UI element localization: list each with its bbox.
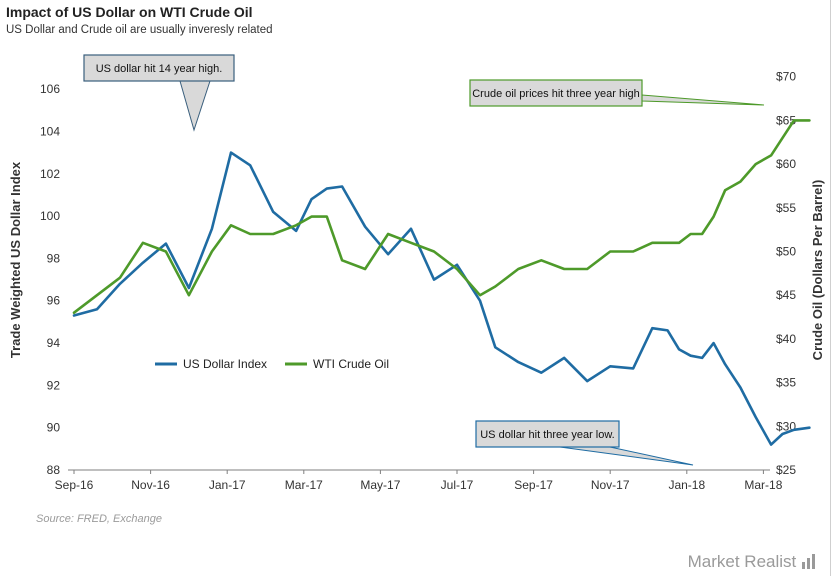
source-note: Source: FRED, Exchange — [36, 513, 162, 525]
left-tick-label: 88 — [47, 463, 61, 477]
left-tick-label: 100 — [40, 209, 60, 223]
right-tick-label: $55 — [776, 201, 796, 215]
legend: US Dollar Index WTI Crude Oil — [155, 357, 389, 371]
x-tick-label: Mar-17 — [285, 478, 323, 492]
chart-title: Impact of US Dollar on WTI Crude Oil — [6, 4, 253, 20]
right-tick-label: $35 — [776, 376, 796, 390]
x-tick-label: Jan-18 — [668, 478, 705, 492]
x-tick-label: May-17 — [360, 478, 400, 492]
right-tick-label: $60 — [776, 157, 796, 171]
brand-mark-icon — [802, 554, 815, 569]
annotations: US dollar hit 14 year high. Crude oil pri… — [83, 54, 765, 466]
left-tick-label: 90 — [47, 421, 61, 435]
callout-text: Crude oil prices hit three year high — [472, 88, 640, 100]
right-axis-ticks: $25$30$35$40$45$50$55$60$65$70 — [776, 70, 796, 477]
right-tick-label: $40 — [776, 332, 796, 346]
callout-pointer — [641, 94, 765, 106]
callout-box — [83, 54, 235, 82]
x-tick-label: Mar-18 — [744, 478, 782, 492]
callout-box — [469, 79, 643, 107]
x-axis: Sep-16 Nov-16 Jan-17 Mar-17 May-17 Jul-17 Sep-… — [55, 469, 783, 492]
series-layer — [72, 119, 811, 446]
left-tick-label: 96 — [47, 294, 61, 308]
brand-name: Market Realist — [687, 552, 797, 571]
left-tick-label: 92 — [47, 378, 61, 392]
legend-label: US Dollar Index — [183, 357, 267, 371]
brand-logo: Market Realist — [688, 552, 817, 572]
x-tick-label: Jan-17 — [209, 478, 246, 492]
x-tick-label: Sep-17 — [514, 478, 553, 492]
left-tick-label: 104 — [40, 124, 60, 138]
left-tick-label: 102 — [40, 167, 60, 181]
x-tick-label: Nov-17 — [591, 478, 630, 492]
right-tick-label: $25 — [776, 463, 796, 477]
left-tick-label: 94 — [47, 336, 61, 350]
x-tick-label: Jul-17 — [441, 478, 474, 492]
x-tick-label: Nov-16 — [131, 478, 170, 492]
x-tick-label: Sep-16 — [55, 478, 94, 492]
left-axis-label: Trade Weighted US Dollar Index — [8, 161, 23, 358]
left-axis-ticks: 88 90 92 94 96 98 100 102 104 106 — [40, 82, 60, 477]
left-tick-label: 98 — [47, 251, 61, 265]
callout-text: US dollar hit 14 year high. — [96, 63, 223, 75]
right-tick-label: $45 — [776, 288, 796, 302]
right-tick-label: $70 — [776, 70, 796, 84]
callout-box — [475, 420, 620, 448]
chart-subtitle: US Dollar and Crude oil are usually inve… — [6, 24, 273, 36]
callout-pointer — [179, 80, 211, 132]
callout-text: US dollar hit three year low. — [480, 429, 615, 441]
right-tick-label: $50 — [776, 245, 796, 259]
callout-pointer — [559, 446, 694, 466]
legend-label: WTI Crude Oil — [313, 357, 389, 371]
left-tick-label: 106 — [40, 82, 60, 96]
right-axis-label: Crude Oil (Dollars Per Barrel) — [810, 180, 825, 361]
frame-border — [830, 0, 831, 576]
series-usd-line — [72, 151, 811, 446]
series-oil-line — [72, 119, 811, 315]
